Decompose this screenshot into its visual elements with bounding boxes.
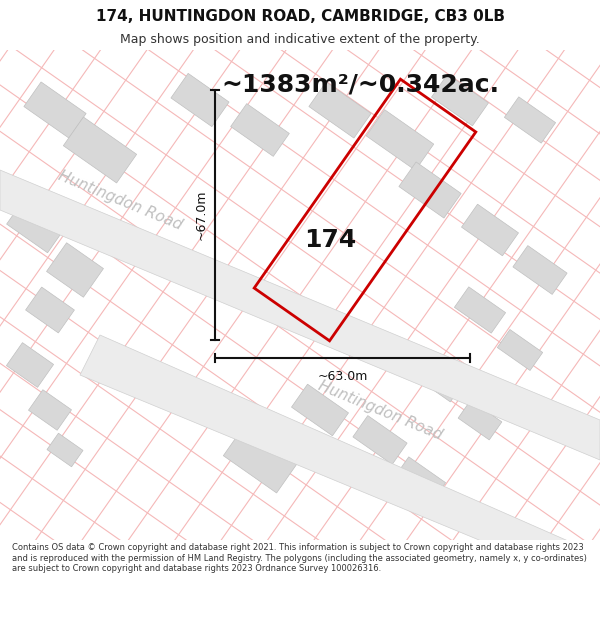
Text: Contains OS data © Crown copyright and database right 2021. This information is : Contains OS data © Crown copyright and d… xyxy=(12,543,587,573)
Polygon shape xyxy=(28,390,71,430)
Text: Huntingdon Road: Huntingdon Road xyxy=(316,378,444,442)
Polygon shape xyxy=(292,384,349,436)
Polygon shape xyxy=(47,433,83,467)
Text: 174, HUNTINGDON ROAD, CAMBRIDGE, CB3 0LB: 174, HUNTINGDON ROAD, CAMBRIDGE, CB3 0LB xyxy=(95,9,505,24)
Polygon shape xyxy=(431,74,488,126)
Polygon shape xyxy=(0,170,600,460)
Polygon shape xyxy=(223,427,296,493)
Text: ~63.0m: ~63.0m xyxy=(317,369,368,382)
Text: 174: 174 xyxy=(304,228,356,252)
Polygon shape xyxy=(309,82,371,138)
Polygon shape xyxy=(64,117,137,183)
Polygon shape xyxy=(497,329,542,371)
Polygon shape xyxy=(461,204,518,256)
Polygon shape xyxy=(353,416,407,464)
Polygon shape xyxy=(7,342,53,388)
Polygon shape xyxy=(505,97,556,143)
Text: Huntingdon Road: Huntingdon Road xyxy=(56,168,184,232)
Polygon shape xyxy=(458,400,502,440)
Polygon shape xyxy=(399,162,461,218)
Polygon shape xyxy=(80,335,600,590)
Text: ~67.0m: ~67.0m xyxy=(194,190,208,240)
Polygon shape xyxy=(513,246,567,294)
Polygon shape xyxy=(24,82,86,138)
Polygon shape xyxy=(230,104,289,156)
Text: Map shows position and indicative extent of the property.: Map shows position and indicative extent… xyxy=(120,32,480,46)
Text: ~1383m²/~0.342ac.: ~1383m²/~0.342ac. xyxy=(221,73,499,97)
Polygon shape xyxy=(394,457,446,503)
Polygon shape xyxy=(171,73,229,127)
Polygon shape xyxy=(366,109,434,171)
Polygon shape xyxy=(26,287,74,333)
Polygon shape xyxy=(47,242,103,298)
Polygon shape xyxy=(7,188,73,253)
Polygon shape xyxy=(454,287,506,333)
Polygon shape xyxy=(416,358,464,402)
